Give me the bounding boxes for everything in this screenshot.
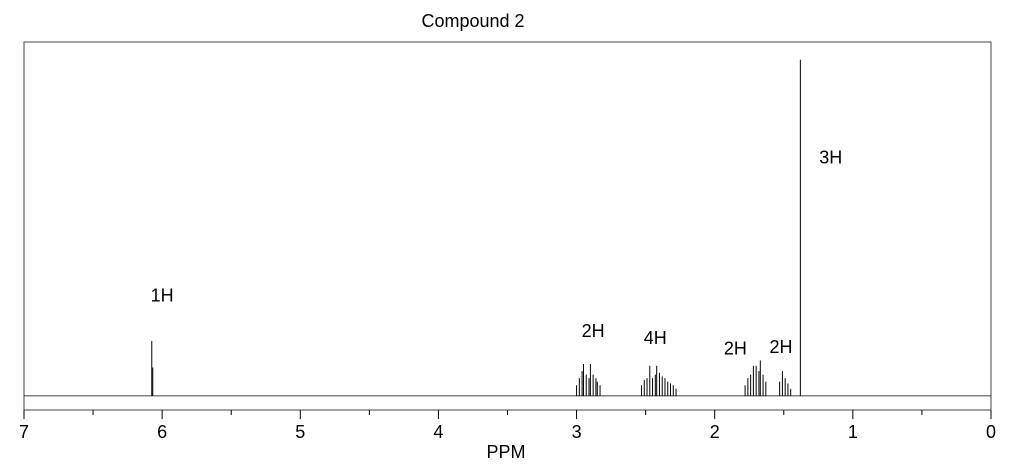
plot-frame	[23, 41, 992, 411]
integration-label: 2H	[724, 339, 747, 359]
x-tick-label: 2	[710, 422, 720, 442]
x-tick-label: 3	[572, 422, 582, 442]
integration-label: 2H	[582, 321, 605, 341]
integration-label: 4H	[644, 328, 667, 348]
x-tick-label: 4	[433, 422, 443, 442]
x-tick-label: 0	[986, 422, 996, 442]
chart-title: Compound 2	[421, 11, 524, 31]
x-tick-label: 7	[19, 422, 29, 442]
integration-label: 2H	[770, 337, 793, 357]
integration-label: 1H	[151, 286, 174, 306]
integration-label: 3H	[819, 148, 842, 168]
x-axis-label: PPM	[486, 442, 525, 462]
x-tick-label: 5	[295, 422, 305, 442]
x-tick-label: 6	[157, 422, 167, 442]
x-tick-label: 1	[848, 422, 858, 442]
